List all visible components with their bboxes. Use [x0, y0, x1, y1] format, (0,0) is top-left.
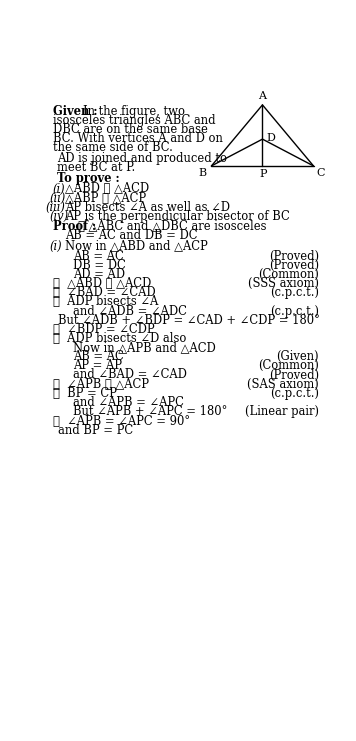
Text: ∴  ADP bisects ∠D also: ∴ ADP bisects ∠D also: [53, 332, 186, 345]
Text: B: B: [198, 168, 206, 179]
Text: (Proved): (Proved): [269, 259, 319, 272]
Text: Now in △ABD and △ACP: Now in △ABD and △ACP: [65, 239, 208, 253]
Text: BC. With vertices A and D on: BC. With vertices A and D on: [53, 133, 222, 145]
Text: (iv): (iv): [49, 210, 69, 223]
Text: (Proved): (Proved): [269, 368, 319, 382]
Text: and BP = PC: and BP = PC: [58, 425, 133, 437]
Text: Now in △APB and △ACD: Now in △APB and △ACD: [73, 341, 216, 354]
Text: But ∠APB + ∠APC = 180°: But ∠APB + ∠APC = 180°: [73, 405, 228, 418]
Text: AP bisects ∠A as well as ∠D: AP bisects ∠A as well as ∠D: [65, 201, 230, 213]
Text: AD is joined and produced to: AD is joined and produced to: [57, 152, 227, 165]
Text: AB = AC and DB = DC: AB = AC and DB = DC: [65, 229, 198, 242]
Text: AB = AC: AB = AC: [73, 250, 124, 263]
Text: (ii): (ii): [49, 192, 66, 205]
Text: (Linear pair): (Linear pair): [245, 405, 319, 418]
Text: ∴ △ABC and △DBC are isosceles: ∴ △ABC and △DBC are isosceles: [78, 220, 267, 233]
Text: D: D: [267, 133, 276, 143]
Text: AP is the perpendicular bisector of BC: AP is the perpendicular bisector of BC: [65, 210, 290, 223]
Text: AB = AC: AB = AC: [73, 350, 124, 363]
Text: AD = AD: AD = AD: [73, 268, 125, 281]
Text: ∴  ∠APB ≅ △ACP: ∴ ∠APB ≅ △ACP: [53, 378, 149, 391]
Text: C: C: [316, 168, 325, 179]
Text: ∴  △ABD ≅ △ACD: ∴ △ABD ≅ △ACD: [53, 277, 151, 290]
Text: DBC are on the same base: DBC are on the same base: [53, 123, 208, 136]
Text: DB = DC: DB = DC: [73, 259, 126, 272]
Text: To prove :: To prove :: [57, 172, 120, 185]
Text: (Common): (Common): [258, 268, 319, 281]
Text: (c.p.c.t.): (c.p.c.t.): [270, 387, 319, 399]
Text: (Given): (Given): [276, 350, 319, 363]
Text: ∴  BP = CP: ∴ BP = CP: [53, 387, 117, 399]
Text: isosceles triangles ABC and: isosceles triangles ABC and: [53, 114, 215, 127]
Text: ∴  ADP bisects ∠A: ∴ ADP bisects ∠A: [53, 296, 158, 308]
Text: △ABP ≅ △ACP: △ABP ≅ △ACP: [65, 192, 146, 205]
Text: △ABD ≅ △ACD: △ABD ≅ △ACD: [65, 182, 149, 196]
Text: (Proved): (Proved): [269, 250, 319, 263]
Text: Proof :: Proof :: [53, 220, 100, 233]
Text: A: A: [258, 91, 266, 101]
Text: (Common): (Common): [258, 359, 319, 373]
Text: (i): (i): [53, 182, 66, 196]
Text: ∴  ∠APB = ∠APC = 90°: ∴ ∠APB = ∠APC = 90°: [53, 415, 190, 428]
Text: (SSS axiom): (SSS axiom): [248, 277, 319, 290]
Text: and ∠BAD = ∠CAD: and ∠BAD = ∠CAD: [73, 368, 187, 382]
Text: AP = AP: AP = AP: [73, 359, 122, 373]
Text: and ∠APB = ∠APC: and ∠APB = ∠APC: [73, 396, 184, 409]
Text: ∴  ∠BDP = ∠CDP: ∴ ∠BDP = ∠CDP: [53, 323, 155, 336]
Text: (c.p.c.t.): (c.p.c.t.): [270, 305, 319, 318]
Text: P: P: [259, 169, 267, 179]
Text: Given :: Given :: [53, 105, 101, 118]
Text: and ∠ADB = ∠ADC: and ∠ADB = ∠ADC: [73, 305, 187, 318]
Text: meet BC at P.: meet BC at P.: [57, 162, 135, 174]
Text: But ∠ADB + ∠BDP = ∠CAD + ∠CDP = 180°: But ∠ADB + ∠BDP = ∠CAD + ∠CDP = 180°: [58, 313, 320, 327]
Text: (iii): (iii): [46, 201, 66, 213]
Text: (SAS axiom): (SAS axiom): [247, 378, 319, 391]
Text: (c.p.c.t.): (c.p.c.t.): [270, 286, 319, 299]
Text: (i): (i): [49, 239, 62, 253]
Text: In the figure, two: In the figure, two: [83, 105, 184, 118]
Text: ∴  ∠BAD = ∠CAD: ∴ ∠BAD = ∠CAD: [53, 286, 156, 299]
Text: the same side of BC.: the same side of BC.: [53, 142, 173, 154]
